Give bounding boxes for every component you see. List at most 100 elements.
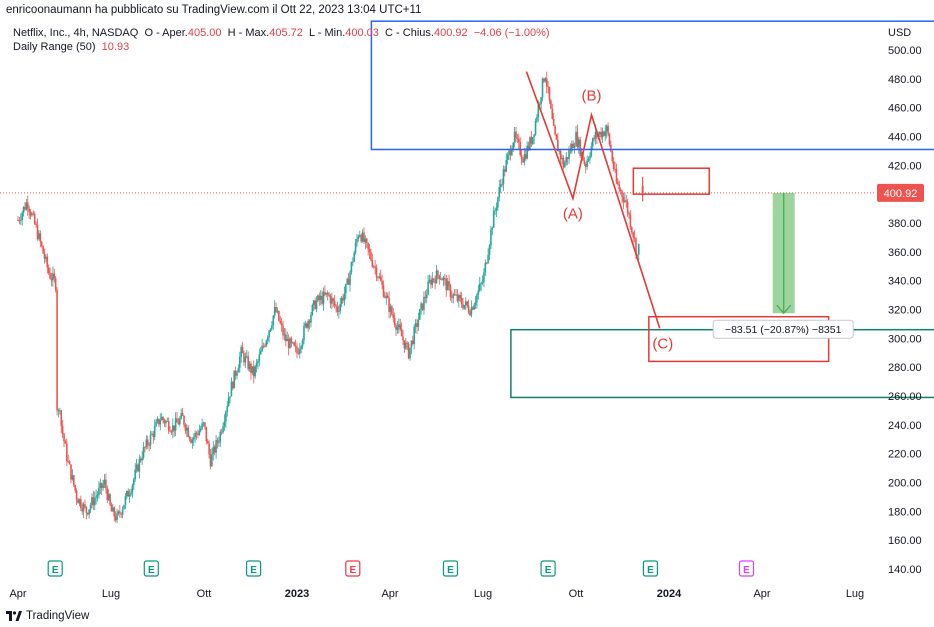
resistance-box [370,20,934,151]
candle-body [272,315,275,326]
candle-body [282,325,284,336]
candle-body [57,410,60,412]
footer-brand: TradingView [6,610,89,622]
candle-body [155,421,157,427]
candle-body [352,261,354,263]
candle-body [259,351,262,355]
candle-body [286,338,289,342]
candle-body [368,249,371,253]
candle-body [310,314,312,323]
candle-body [296,346,298,354]
time-tick-label: Apr [381,588,398,600]
candle-body [61,426,64,434]
candle-body [312,300,315,306]
candle-body [520,154,523,160]
candle-body [399,324,402,330]
earnings-icon [738,560,755,577]
candle-body [502,169,505,185]
candle-body [437,270,439,276]
candle-body [561,157,563,160]
candle-body [185,427,188,431]
candle-body [40,241,43,247]
candle-body [554,126,556,135]
candle-body [318,295,321,301]
candle-body [537,104,540,118]
candle-body [495,207,498,211]
candle-body [250,363,252,374]
candle-body [229,396,231,399]
candle-body [194,432,196,438]
candle-body [381,280,383,285]
candle-body [488,245,491,255]
price-tick-label: 320.00 [888,305,922,317]
candle-body [347,278,350,285]
candle-body [491,227,494,230]
candle-body [458,295,460,301]
candle-body [151,433,153,435]
price-tick-label: 200.00 [888,478,922,490]
earnings-label: E [52,565,59,576]
candle-body [591,138,594,147]
candle-body [265,340,268,347]
candle-body [32,213,35,215]
candle-body [251,366,254,374]
price-tick-label: 420.00 [888,160,922,172]
candle-body [624,200,626,202]
candle-body [410,340,413,348]
candle-body [584,164,587,167]
candle-body [550,100,552,109]
candle-body [445,278,448,291]
candle-body [340,297,343,304]
candle-body [497,197,499,208]
candle-body [565,157,568,163]
candle-body [63,433,65,442]
measure-label: −83.51 (−20.87%) −8351 [725,324,842,336]
candle-body [587,158,590,161]
candle-body [614,168,616,170]
candle-body [98,487,100,495]
candle-body [245,356,248,358]
candle-body [413,327,415,345]
candle-body [116,513,118,521]
candle-body [393,318,396,325]
candle-body [321,295,323,304]
candle-body [95,496,97,499]
price-tick-label: 340.00 [888,276,922,288]
earnings-label: E [349,565,356,576]
candle-body [547,86,549,88]
candle-body [202,422,205,424]
candle-body [237,367,240,373]
candle-body [197,433,199,436]
candle-body [360,235,362,242]
candle-body [298,348,301,354]
candle-body [127,491,130,497]
candle-body [392,314,395,319]
candle-body [219,431,222,443]
candle-body [637,243,640,255]
candle-body [529,137,531,149]
candle-body [402,336,404,341]
candle-body [222,426,224,433]
high-value: 405.72 [269,27,303,39]
candle-body [25,202,28,210]
candle-body [512,142,515,151]
candle-body [456,294,459,301]
candle-body [184,424,187,431]
currency-label: USD [888,27,911,39]
last-price-badge [877,183,924,202]
low-label: L - Min. [309,27,346,39]
candle-body [509,150,512,156]
candle-body [146,439,149,446]
candle-body [516,137,519,139]
candle-body [167,420,170,431]
candle-body [43,253,46,259]
price-tick-label: 300.00 [888,333,922,345]
open-label: O - Aper. [144,27,188,39]
candle-body [190,439,192,443]
candle-body [424,296,427,298]
candle-body [93,498,96,506]
wave-label: (C) [652,335,673,352]
candle-body [524,154,527,159]
candle-body [212,446,215,454]
